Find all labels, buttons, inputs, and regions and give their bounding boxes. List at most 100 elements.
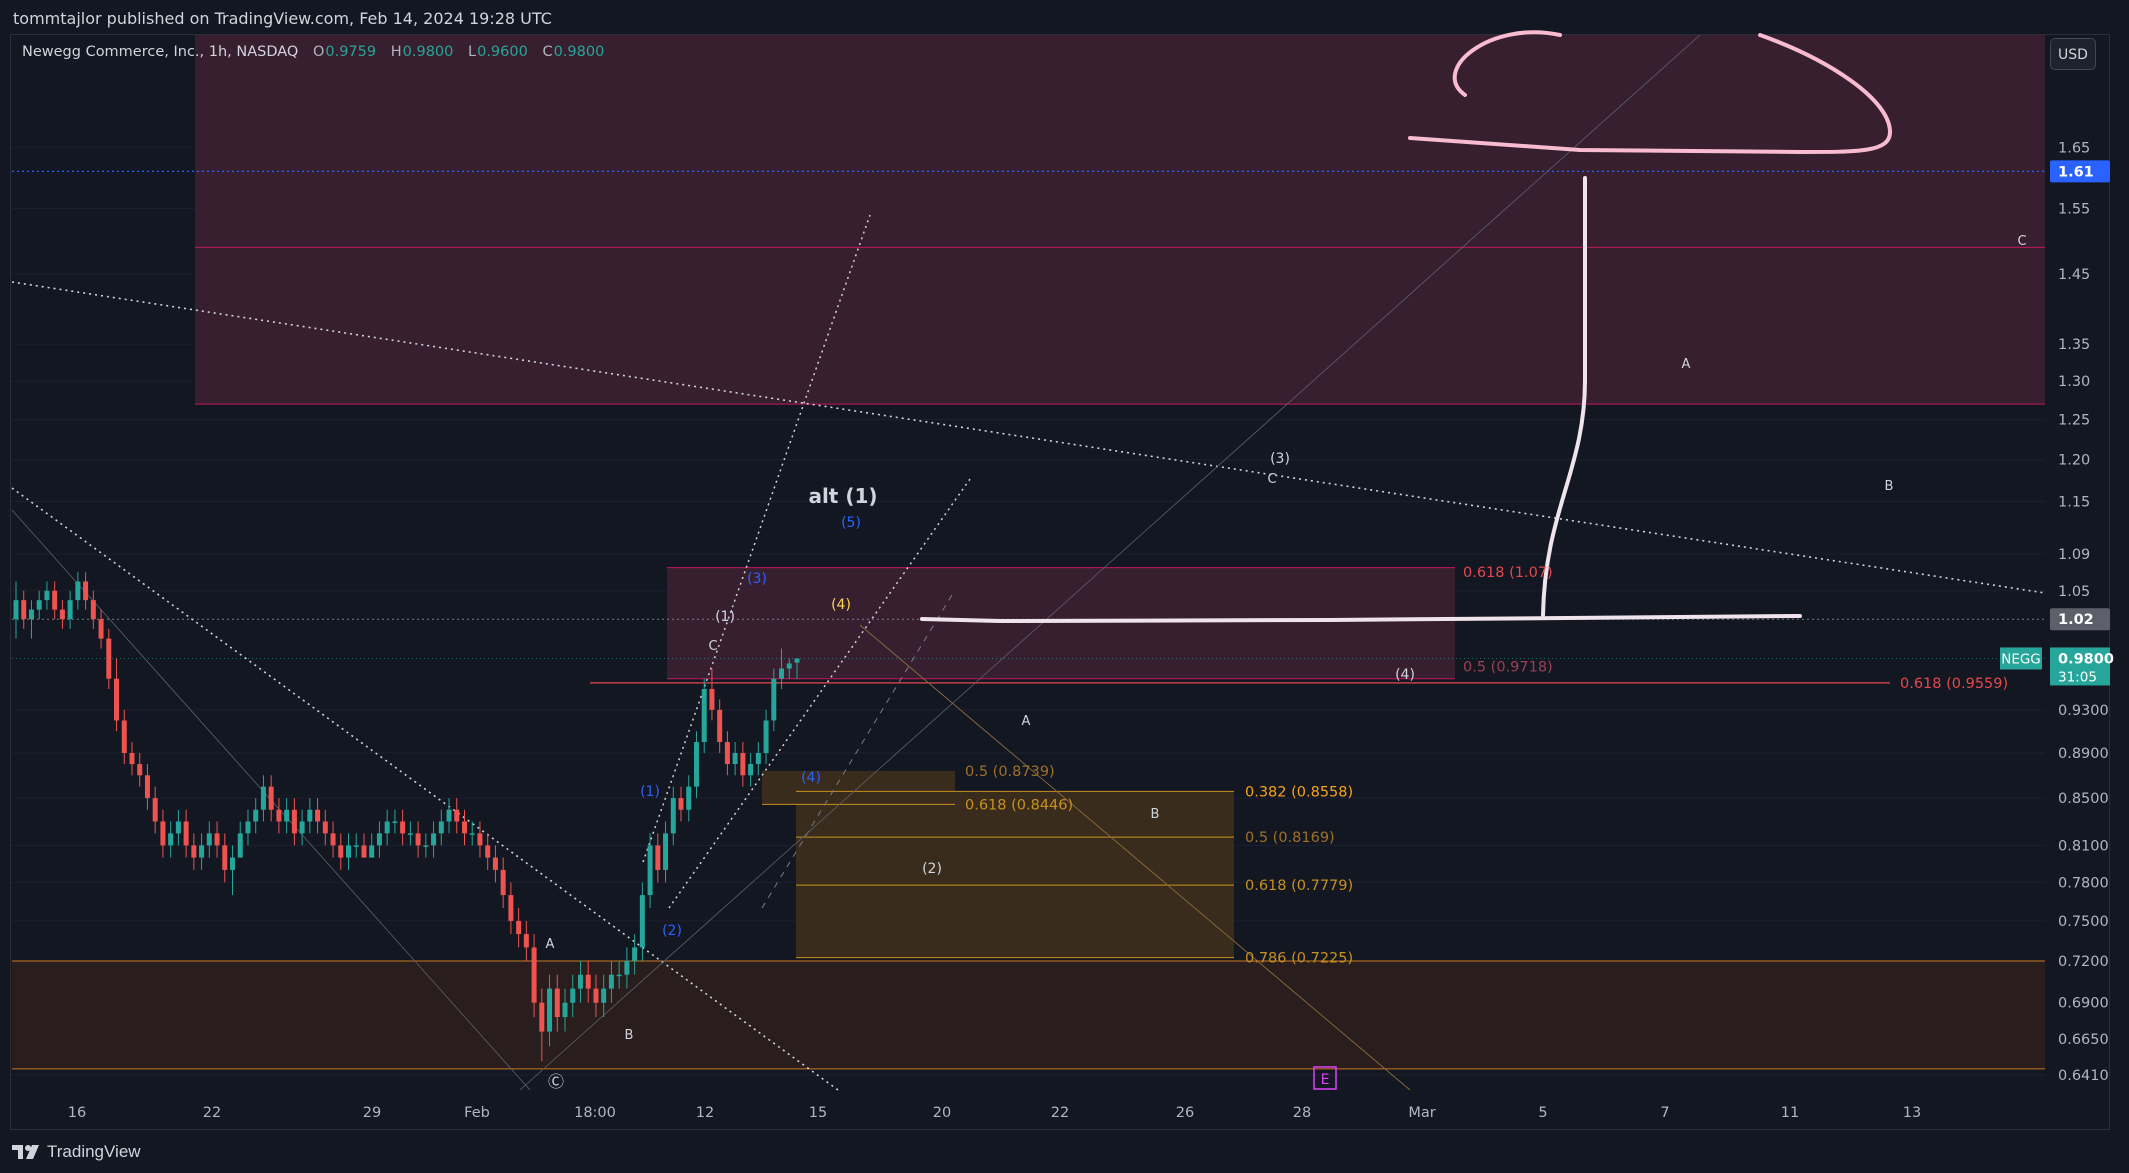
candle-body [230,857,236,870]
candle-body [531,947,537,1003]
candle-body [222,845,228,870]
candle-body [740,752,746,776]
candle-body [701,688,707,743]
fib-level-label: 0.5 (0.8739) [965,764,1055,780]
candle-body [678,798,684,810]
candle-body [748,764,754,776]
candle [523,920,529,961]
candle [701,678,707,753]
y-axis-tick-label: 0.9300 [2058,703,2109,719]
candle [346,833,352,870]
x-axis-tick-label: Feb [464,1105,490,1121]
candle-body [52,590,58,610]
candle-body [593,988,599,1003]
wave-label: (5) [841,515,861,531]
candle [361,833,367,858]
candle [237,821,243,858]
freehand-stem [1541,176,1587,617]
candle-body [330,833,336,846]
candle [678,786,684,822]
last-price-bg [2050,647,2110,686]
candle [632,934,638,975]
candle [369,833,375,858]
candle-body [461,821,467,834]
candle [44,581,50,610]
channel-line-dashed [761,589,956,909]
fib-level-label: 0.382 (0.8558) [1245,784,1353,800]
candle [98,609,104,649]
candle-body [315,809,321,822]
event-marker-box [1313,1066,1337,1090]
candle [13,581,19,639]
x-axis-tick-label: 7 [1660,1105,1669,1121]
candle-body [438,821,444,834]
freehand-arc-left [1452,30,1562,97]
candle-body [670,798,676,834]
wave-label: C [708,639,717,654]
fib-box-large [796,791,1234,958]
candle-body [516,920,522,935]
candle [461,809,467,846]
candle [732,742,738,776]
candle [268,775,274,822]
price-zone [667,567,1455,679]
candle-body [191,845,197,858]
candle-body [724,742,730,765]
candle-body [786,663,792,669]
candle-body [485,845,491,858]
candle [670,786,676,846]
candle [67,590,73,629]
currency-button[interactable]: USD [2050,38,2096,70]
candle-body [624,960,630,975]
candle [36,590,42,620]
candle [593,974,599,1018]
candle-body [338,845,344,858]
candle [469,821,475,846]
wave-label: B [1885,479,1894,494]
candle [206,821,212,858]
candle [384,809,390,846]
candle-body [686,786,692,810]
candle-body [709,688,715,710]
candle [438,809,444,846]
candle-body [28,609,34,620]
price-axis-label-bg [2050,160,2110,183]
tradingview-brand: TradingView [47,1141,141,1161]
x-axis-tick-label: 26 [1176,1105,1194,1121]
wave-label: Ⓒ [548,1072,564,1091]
candle [291,798,297,846]
symbol-legend: Newegg Commerce, Inc., 1h, NASDAQ O0.975… [22,44,614,60]
candle-body [577,974,583,989]
x-axis-tick-label: 20 [933,1105,951,1121]
candle-body [361,845,367,858]
wave-label: alt (1) [808,484,877,508]
last-price-symbol: NEGG [2001,651,2041,667]
candle [28,600,34,639]
candle [577,960,583,1003]
candle [160,809,166,858]
candle-body [129,752,135,765]
candle-body [763,720,769,753]
candle-body [562,1002,568,1018]
open-value: 0.9759 [325,44,377,60]
candle-body [717,709,723,743]
candle-body [59,609,65,620]
candle-body [160,821,166,846]
x-axis-tick-label: Mar [1408,1105,1435,1121]
candle-body [260,786,266,810]
candle [338,833,344,870]
candle [260,775,266,822]
candle [299,809,305,846]
symbol-title[interactable]: Newegg Commerce, Inc., 1h, NASDAQ [22,44,299,60]
low-value: 0.9600 [477,44,528,60]
candle [315,798,321,834]
candles [13,572,800,1062]
wave-label: (4) [801,770,821,786]
x-axis-tick-label: 22 [1051,1105,1069,1121]
candle [415,821,421,858]
price-axis-label: 1.61 [2058,164,2094,180]
candle [253,798,259,834]
candle [175,809,181,846]
candle [547,974,553,1047]
